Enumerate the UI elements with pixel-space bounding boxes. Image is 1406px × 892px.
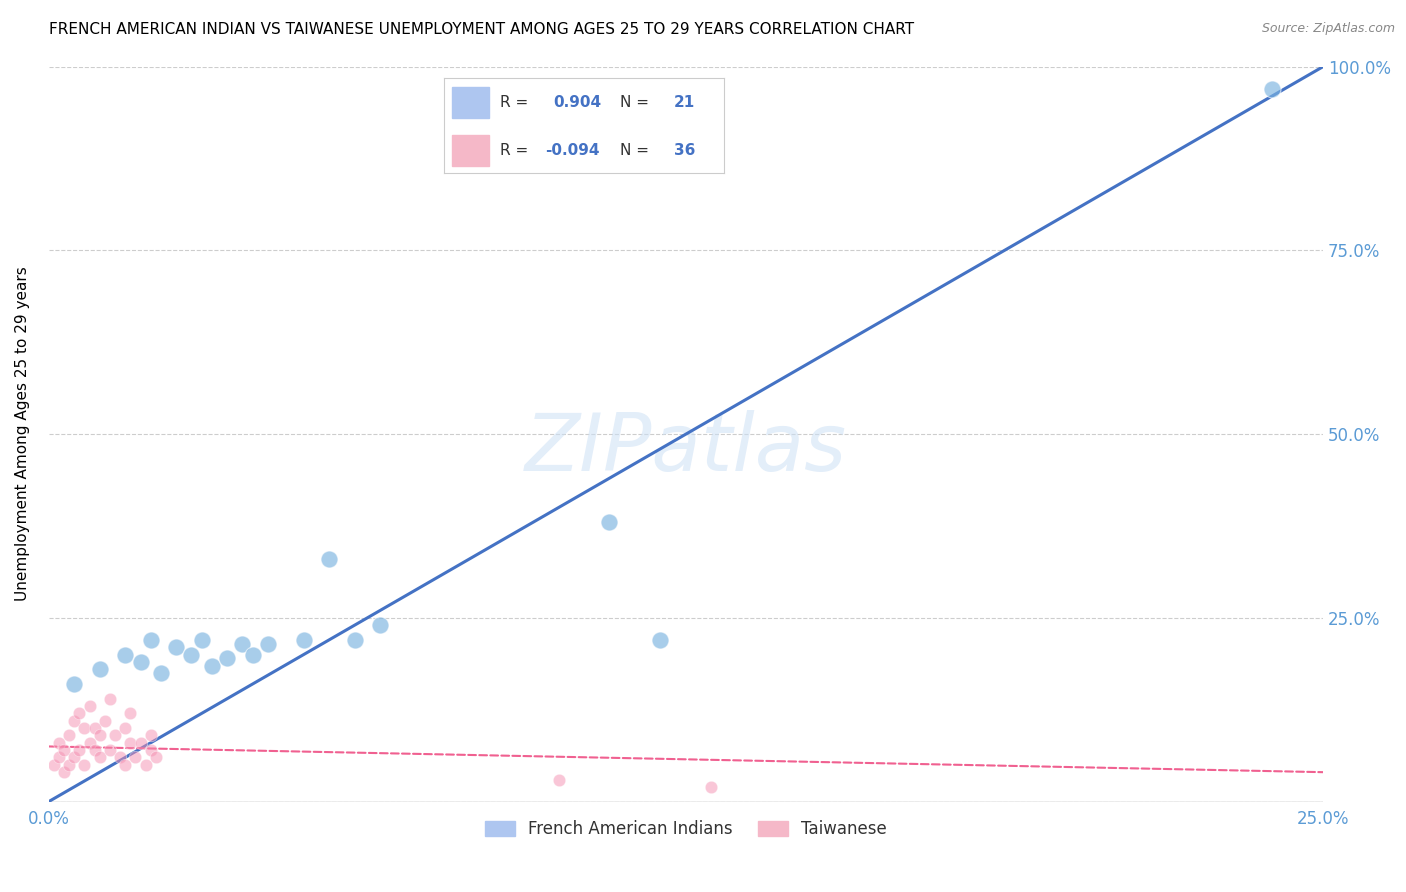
Y-axis label: Unemployment Among Ages 25 to 29 years: Unemployment Among Ages 25 to 29 years bbox=[15, 267, 30, 601]
Point bbox=[368, 618, 391, 632]
Point bbox=[63, 677, 86, 691]
Text: ZIPatlas: ZIPatlas bbox=[524, 409, 846, 488]
Point bbox=[58, 757, 80, 772]
Point bbox=[63, 714, 86, 728]
Point bbox=[139, 728, 162, 742]
Point bbox=[292, 632, 315, 647]
Point bbox=[139, 743, 162, 757]
Point bbox=[343, 632, 366, 647]
Point bbox=[598, 516, 620, 530]
Point bbox=[48, 736, 70, 750]
Point bbox=[79, 736, 101, 750]
Point bbox=[83, 743, 105, 757]
Point bbox=[547, 772, 569, 787]
Point bbox=[120, 706, 142, 721]
Point bbox=[89, 662, 111, 676]
Point bbox=[120, 736, 142, 750]
Point bbox=[135, 757, 157, 772]
Point bbox=[165, 640, 187, 655]
Point bbox=[139, 632, 162, 647]
Text: Source: ZipAtlas.com: Source: ZipAtlas.com bbox=[1261, 22, 1395, 36]
Point bbox=[42, 757, 65, 772]
Point bbox=[53, 743, 76, 757]
Point bbox=[79, 699, 101, 714]
Point bbox=[63, 750, 86, 764]
Point bbox=[114, 757, 136, 772]
Point bbox=[145, 750, 167, 764]
Point bbox=[190, 632, 212, 647]
Point bbox=[650, 632, 672, 647]
Point bbox=[48, 750, 70, 764]
Point bbox=[98, 691, 121, 706]
Point bbox=[114, 721, 136, 735]
Point bbox=[149, 665, 172, 680]
Point bbox=[700, 780, 723, 794]
Point bbox=[1261, 81, 1284, 95]
Point bbox=[94, 714, 117, 728]
Point bbox=[242, 648, 264, 662]
Point bbox=[129, 736, 152, 750]
Point bbox=[318, 552, 340, 566]
Legend: French American Indians, Taiwanese: French American Indians, Taiwanese bbox=[478, 814, 894, 845]
Point bbox=[129, 655, 152, 669]
Point bbox=[114, 648, 136, 662]
Point bbox=[231, 636, 253, 650]
Text: FRENCH AMERICAN INDIAN VS TAIWANESE UNEMPLOYMENT AMONG AGES 25 TO 29 YEARS CORRE: FRENCH AMERICAN INDIAN VS TAIWANESE UNEM… bbox=[49, 22, 914, 37]
Point bbox=[180, 648, 202, 662]
Point bbox=[98, 743, 121, 757]
Point bbox=[104, 728, 127, 742]
Point bbox=[73, 757, 96, 772]
Point bbox=[67, 743, 90, 757]
Point bbox=[67, 706, 90, 721]
Point bbox=[124, 750, 146, 764]
Point bbox=[257, 636, 280, 650]
Point bbox=[108, 750, 131, 764]
Point bbox=[89, 728, 111, 742]
Point bbox=[58, 728, 80, 742]
Point bbox=[89, 750, 111, 764]
Point bbox=[217, 651, 239, 665]
Point bbox=[73, 721, 96, 735]
Point bbox=[201, 658, 224, 673]
Point bbox=[53, 765, 76, 780]
Point bbox=[83, 721, 105, 735]
